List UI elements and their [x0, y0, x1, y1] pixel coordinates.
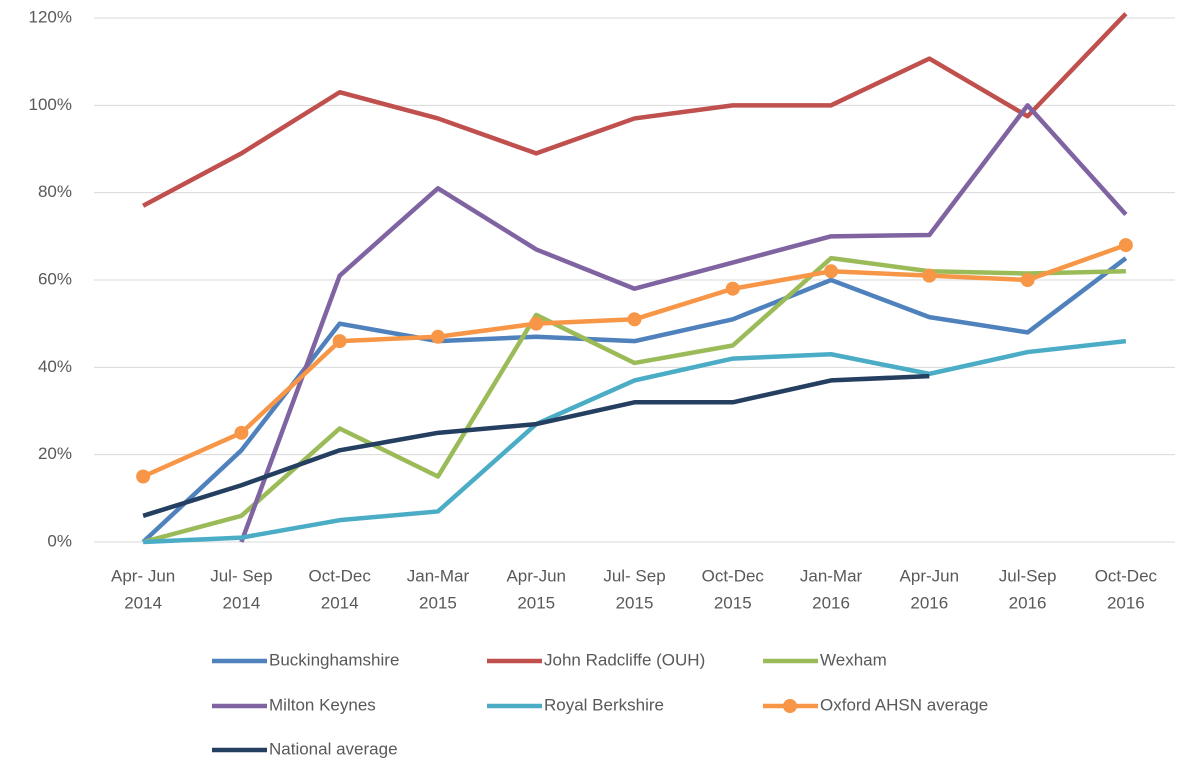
series-marker — [136, 469, 151, 484]
legend-label: National average — [269, 739, 398, 758]
x-tick-label: 2016 — [910, 593, 948, 612]
series-marker — [529, 316, 544, 331]
series-marker — [332, 334, 347, 349]
x-tick-label: 2016 — [812, 593, 850, 612]
series-marker — [234, 425, 249, 440]
series-marker — [1118, 238, 1133, 253]
series-marker — [725, 281, 740, 296]
x-tick-label: Oct-Dec — [1095, 566, 1158, 585]
x-tick-label: Oct-Dec — [702, 566, 765, 585]
x-tick-label: 2014 — [222, 593, 260, 612]
series-marker — [824, 264, 839, 279]
legend-label: Wexham — [820, 650, 887, 669]
x-tick-label: Apr- Jun — [111, 566, 175, 585]
y-tick-label: 60% — [38, 269, 72, 288]
y-tick-label: 80% — [38, 182, 72, 201]
y-tick-label: 100% — [29, 95, 72, 114]
x-tick-label: Jul-Sep — [999, 566, 1057, 585]
x-tick-label: 2016 — [1107, 593, 1145, 612]
x-tick-label: Apr-Jun — [506, 566, 566, 585]
y-tick-label: 40% — [38, 357, 72, 376]
legend-label: Milton Keynes — [269, 695, 376, 714]
x-tick-label: Jan-Mar — [800, 566, 863, 585]
x-tick-label: Jul- Sep — [603, 566, 665, 585]
legend-label: Royal Berkshire — [544, 695, 664, 714]
x-tick-label: 2014 — [124, 593, 162, 612]
x-tick-label: 2015 — [616, 593, 654, 612]
y-tick-label: 0% — [47, 531, 72, 550]
x-tick-label: Oct-Dec — [309, 566, 372, 585]
x-tick-label: Apr-Jun — [900, 566, 960, 585]
x-tick-label: Jul- Sep — [210, 566, 272, 585]
series-marker — [1020, 273, 1035, 287]
y-tick-label: 120% — [29, 7, 72, 26]
x-tick-label: 2015 — [419, 593, 457, 612]
series-line — [239, 103, 1128, 543]
series-line — [142, 12, 1128, 208]
x-tick-label: 2015 — [517, 593, 555, 612]
x-tick-label: 2014 — [321, 593, 359, 612]
series-line — [143, 338, 1127, 545]
legend-label: John Radcliffe (OUH) — [544, 650, 705, 669]
series-line — [142, 373, 930, 518]
legend-label: Oxford AHSN average — [820, 695, 988, 714]
series-marker — [430, 329, 445, 344]
y-tick-label: 20% — [38, 444, 72, 463]
legend-label: Buckinghamshire — [269, 650, 399, 669]
series-marker — [627, 312, 642, 327]
series-marker — [922, 268, 937, 283]
x-tick-label: Jan-Mar — [407, 566, 470, 585]
x-tick-label: 2015 — [714, 593, 752, 612]
series-line — [142, 255, 1126, 545]
legend-marker — [783, 699, 797, 713]
x-tick-label: 2016 — [1009, 593, 1047, 612]
